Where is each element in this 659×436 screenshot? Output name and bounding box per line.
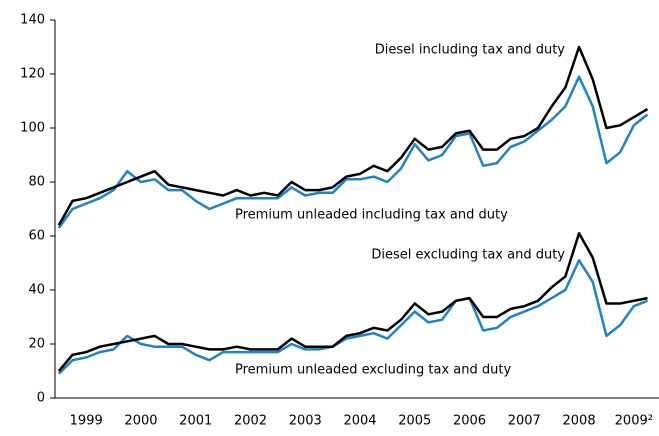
line-series [57, 75, 649, 229]
x-tick-label: 2006 [453, 414, 486, 429]
series-label: Diesel excluding tax and duty [371, 248, 565, 263]
y-tick-label: 60 [28, 229, 45, 244]
x-tick-label: 1999 [70, 414, 103, 429]
y-tick-label: 80 [28, 175, 45, 190]
series-label: Premium unleaded including tax and duty [235, 208, 508, 223]
y-tick-label: 120 [20, 67, 45, 82]
x-tick-label: 2009² [615, 414, 653, 429]
x-tick-label: 2004 [343, 414, 376, 429]
x-tick-label: 2005 [398, 414, 431, 429]
x-tick-label: 2001 [179, 414, 212, 429]
y-tick-label: 140 [20, 13, 45, 28]
x-tick-label: 2002 [234, 414, 267, 429]
line-series [57, 45, 649, 226]
line-series [57, 232, 648, 372]
x-tick-label: 2007 [508, 414, 541, 429]
y-tick-label: 40 [28, 283, 45, 298]
series-label: Premium unleaded excluding tax and duty [235, 363, 511, 378]
y-tick-label: 20 [28, 337, 45, 352]
x-tick-label: 2003 [289, 414, 322, 429]
line-series [57, 259, 648, 375]
y-tick-label: 0 [37, 391, 45, 406]
x-tick-label: 2008 [563, 414, 596, 429]
x-tick-label: 2000 [124, 414, 157, 429]
y-tick-label: 100 [20, 121, 45, 136]
series-label: Diesel including tax and duty [375, 43, 566, 58]
